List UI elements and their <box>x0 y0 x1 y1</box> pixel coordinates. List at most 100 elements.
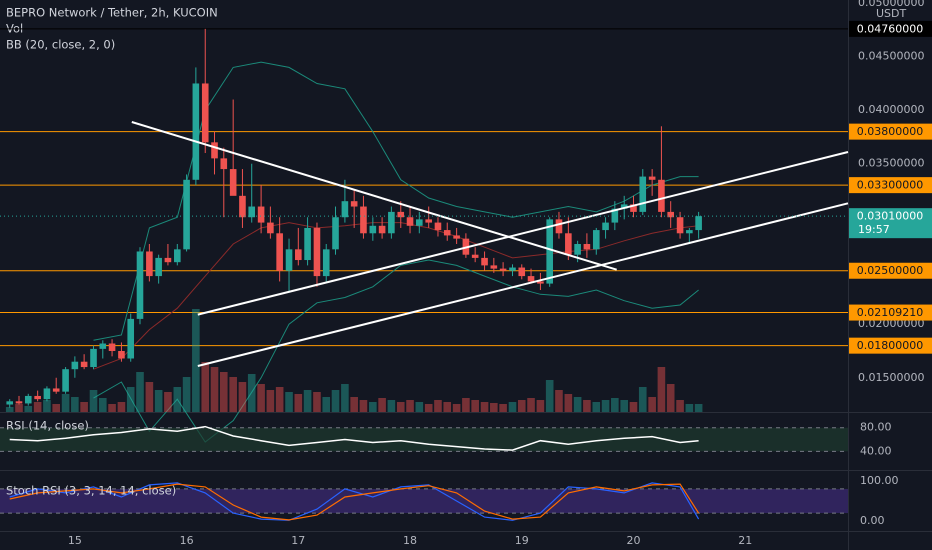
volume-bar <box>145 382 154 412</box>
volume-bar <box>638 387 647 412</box>
x-tick-label: 19 <box>515 534 529 547</box>
volume-bar <box>424 404 433 412</box>
level-label: 0.01800000 <box>857 339 923 352</box>
volume-bar <box>396 402 405 412</box>
candle-body <box>378 225 386 234</box>
volume-bar <box>583 400 591 412</box>
candle-body <box>285 249 293 271</box>
y-tick-label: 0.03500000 <box>858 157 924 170</box>
volume-bar <box>61 394 70 412</box>
candle-body <box>164 257 172 263</box>
x-tick-label: 21 <box>738 534 752 547</box>
candle-body <box>248 206 256 218</box>
volume-bar <box>406 400 414 412</box>
candle-body <box>267 222 274 234</box>
volume-bar <box>611 398 619 412</box>
volume-bar <box>517 400 526 412</box>
candle-body <box>239 195 246 218</box>
candle-body <box>471 254 479 258</box>
volume-bar <box>229 377 237 412</box>
bb-label: BB (20, close, 2, 0) <box>6 38 115 52</box>
candle-body <box>592 230 600 250</box>
volume-bar <box>303 390 312 412</box>
candle-body <box>676 217 684 234</box>
candle-body <box>295 249 302 261</box>
stoch-label: Stoch RSI (3, 3, 14, 14, close) <box>6 484 176 498</box>
candle-body <box>360 206 367 234</box>
rsi-band <box>0 427 848 452</box>
x-tick-label: 17 <box>291 534 305 547</box>
candle-body <box>43 388 51 400</box>
stoch-k <box>9 482 700 521</box>
volume-bar <box>33 402 42 412</box>
volume-bar <box>648 397 656 412</box>
candle-body <box>434 222 442 231</box>
y-tick-label: 0.04000000 <box>858 103 924 116</box>
volume-bar <box>471 400 479 412</box>
candle-body <box>341 201 349 218</box>
last-price-label: 0.03010000 <box>857 210 923 223</box>
volume-bar <box>480 402 489 412</box>
candle-body <box>611 208 619 223</box>
stoch-tick-label: 0.00 <box>860 514 885 527</box>
volume-bar <box>592 402 601 412</box>
candle-body <box>257 206 265 223</box>
candle-body <box>546 219 553 284</box>
candle-body <box>686 230 693 234</box>
volume-bar <box>257 384 265 412</box>
volume-bar <box>24 406 33 412</box>
volume-bar <box>452 404 461 412</box>
volume-bar <box>80 402 88 412</box>
volume-bar <box>89 390 98 412</box>
volume-bar <box>5 407 14 412</box>
candle-body <box>518 267 526 277</box>
volume-bar <box>247 374 256 412</box>
candle-body <box>397 211 405 218</box>
candle-body <box>322 249 330 277</box>
volume-bar <box>294 394 303 412</box>
volume-bar <box>490 403 498 412</box>
candle-body <box>406 217 414 226</box>
candle-body <box>24 395 32 404</box>
candle-body <box>583 243 591 250</box>
candle-body <box>658 179 665 212</box>
level-label: 0.03300000 <box>857 179 923 192</box>
level-label: 0.02109210 <box>857 306 923 319</box>
candle-body <box>220 158 228 170</box>
candle-body <box>34 395 41 400</box>
candle-body <box>99 343 107 349</box>
volume-bar <box>620 400 629 412</box>
volume-bar <box>666 384 675 412</box>
level-label-box <box>849 262 932 279</box>
candle-body <box>639 176 647 212</box>
volume-bar <box>192 309 200 412</box>
trendline <box>131 121 617 271</box>
volume-bar <box>71 397 79 412</box>
x-tick-label: 15 <box>68 534 82 547</box>
rsi-tick-label: 80.00 <box>860 421 892 434</box>
candle-body <box>443 230 451 236</box>
level-label-box <box>849 337 932 354</box>
volume-bar <box>629 402 638 412</box>
candle-body <box>695 216 702 231</box>
volume-bar <box>387 400 396 412</box>
volume-bar <box>266 390 275 412</box>
candle-body <box>71 361 79 370</box>
candle-body <box>555 219 563 234</box>
level-label-box <box>849 304 932 321</box>
volume-bar <box>201 362 210 412</box>
candle-body <box>565 233 572 255</box>
candle-body <box>155 257 162 277</box>
volume-bar <box>173 387 182 412</box>
level-label: 0.03800000 <box>857 125 923 138</box>
y-tick-label: 0.05000000 <box>858 0 924 9</box>
candle-body <box>80 361 88 368</box>
candle-body <box>201 83 209 143</box>
candle-body <box>648 176 656 180</box>
volume-bar <box>15 404 23 412</box>
candle-body <box>90 348 97 368</box>
trendline <box>197 202 849 367</box>
volume-bar <box>43 400 51 412</box>
candle-body <box>183 179 190 250</box>
volume-bar <box>359 400 368 412</box>
